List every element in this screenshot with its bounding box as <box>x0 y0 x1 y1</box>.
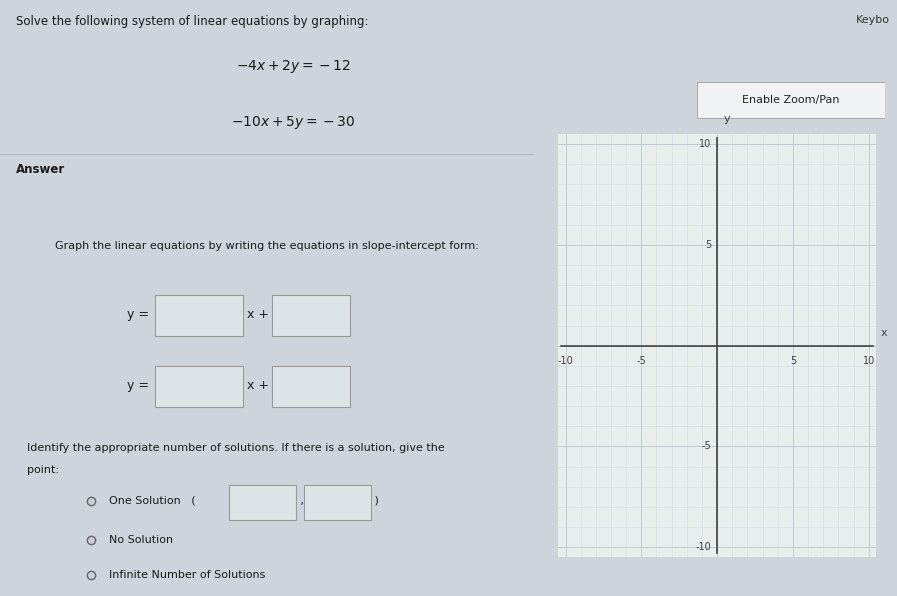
Text: 10: 10 <box>699 139 711 149</box>
Text: $-10x + 5y = -30$: $-10x + 5y = -30$ <box>231 114 356 131</box>
Text: One Solution   (: One Solution ( <box>109 495 196 505</box>
Text: Keybo: Keybo <box>856 15 890 25</box>
Text: 10: 10 <box>863 356 875 366</box>
FancyBboxPatch shape <box>304 485 371 520</box>
Text: ,: , <box>297 495 304 505</box>
Text: -5: -5 <box>701 442 711 451</box>
Text: 5: 5 <box>705 240 711 250</box>
Text: -10: -10 <box>558 356 573 366</box>
Text: 5: 5 <box>790 356 797 366</box>
Text: -10: -10 <box>695 542 711 552</box>
Text: point:: point: <box>27 465 58 475</box>
Text: x +: x + <box>247 378 268 392</box>
Text: y =: y = <box>127 378 150 392</box>
Text: -5: -5 <box>637 356 646 366</box>
Text: x +: x + <box>247 308 268 321</box>
Text: y: y <box>723 114 730 124</box>
Text: $-4x + 2y = -12$: $-4x + 2y = -12$ <box>236 58 351 74</box>
Text: Graph the linear equations by writing the equations in slope-intercept form:: Graph the linear equations by writing th… <box>55 241 479 251</box>
FancyBboxPatch shape <box>697 82 885 117</box>
FancyBboxPatch shape <box>272 367 350 407</box>
Text: Infinite Number of Solutions: Infinite Number of Solutions <box>109 570 266 580</box>
Text: x: x <box>881 328 887 337</box>
Text: Identify the appropriate number of solutions. If there is a solution, give the: Identify the appropriate number of solut… <box>27 443 444 453</box>
FancyBboxPatch shape <box>230 485 296 520</box>
Text: Answer: Answer <box>16 163 65 176</box>
FancyBboxPatch shape <box>155 367 243 407</box>
FancyBboxPatch shape <box>272 296 350 336</box>
Text: No Solution: No Solution <box>109 535 173 545</box>
Text: ): ) <box>371 495 379 505</box>
Text: Solve the following system of linear equations by graphing:: Solve the following system of linear equ… <box>16 15 369 28</box>
Text: Enable Zoom/Pan: Enable Zoom/Pan <box>743 95 840 105</box>
FancyBboxPatch shape <box>155 296 243 336</box>
Text: y =: y = <box>127 308 150 321</box>
